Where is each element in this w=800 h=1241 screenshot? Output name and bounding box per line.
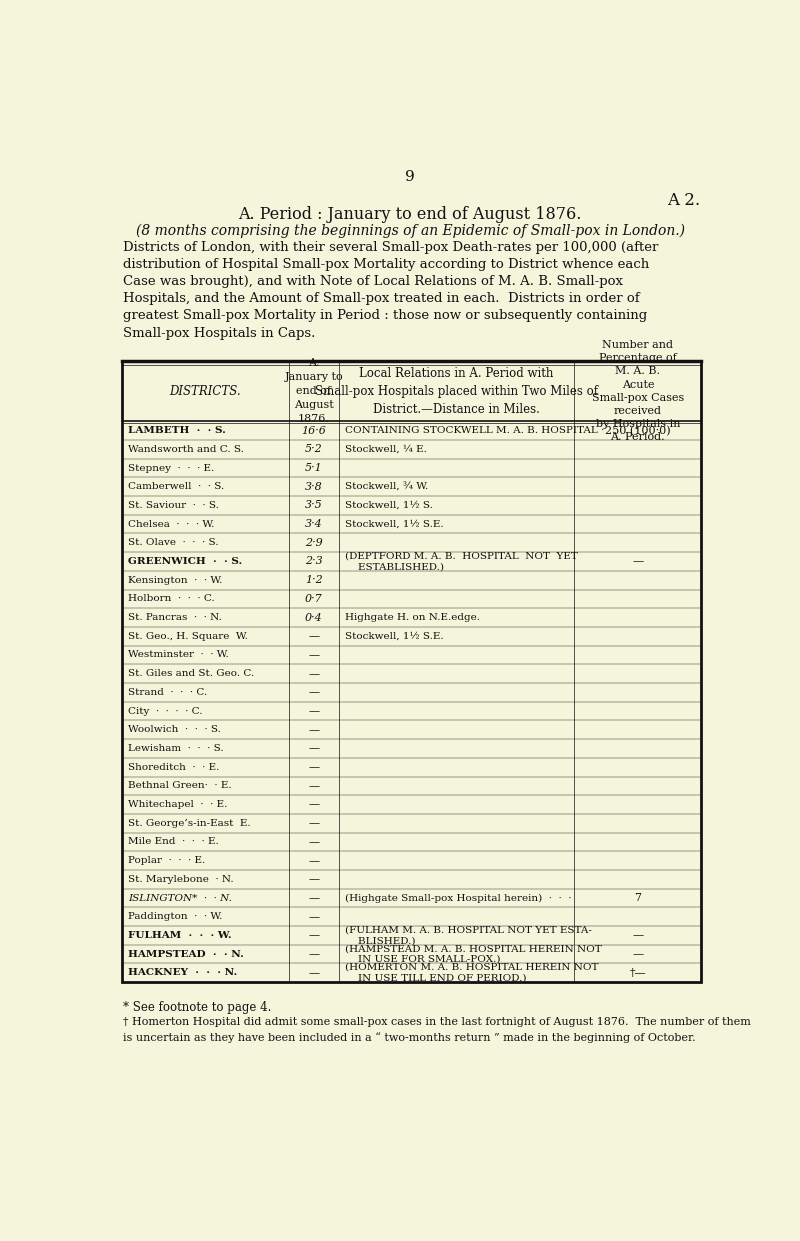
Text: Holborn  ·  ·  · C.: Holborn · · · C. [128, 594, 214, 603]
Text: Highgate H. on N.E.edge.: Highgate H. on N.E.edge. [345, 613, 480, 622]
Text: St. Geo., H. Square  W.: St. Geo., H. Square W. [128, 632, 248, 640]
Text: Case was brought), and with Note of Local Relations of M. A. B. Small-pox: Case was brought), and with Note of Loca… [123, 276, 623, 288]
Text: St. Saviour  ·  · S.: St. Saviour · · S. [128, 501, 218, 510]
Text: St. George’s-in-East  E.: St. George’s-in-East E. [128, 819, 250, 828]
Text: —: — [308, 706, 319, 716]
Text: —: — [308, 762, 319, 772]
Text: 3·5: 3·5 [305, 500, 322, 510]
Text: Small-pox Hospitals in Caps.: Small-pox Hospitals in Caps. [123, 326, 315, 340]
Text: Westminster  ·  · W.: Westminster · · W. [128, 650, 229, 659]
Text: Stockwell, 1½ S.E.: Stockwell, 1½ S.E. [345, 632, 443, 640]
Text: Woolwich  ·  ·  · S.: Woolwich · · · S. [128, 725, 221, 735]
Text: Stockwell, ¾ W.: Stockwell, ¾ W. [345, 483, 428, 491]
Text: HACKNEY  ·  ·  · N.: HACKNEY · · · N. [128, 968, 237, 978]
Text: Stockwell, 1½ S.: Stockwell, 1½ S. [345, 501, 433, 510]
Text: Whitechapel  ·  · E.: Whitechapel · · E. [128, 800, 227, 809]
Text: Paddington  ·  · W.: Paddington · · W. [128, 912, 222, 921]
Text: (FULHAM M. A. B. HOSPITAL NOT YET ESTA-
    BLISHED.): (FULHAM M. A. B. HOSPITAL NOT YET ESTA- … [345, 926, 592, 946]
Text: FULHAM  ·  ·  · W.: FULHAM · · · W. [128, 931, 231, 939]
Text: St. Olave  ·  ·  · S.: St. Olave · · · S. [128, 539, 218, 547]
Text: Shoreditch  ·  · E.: Shoreditch · · E. [128, 763, 219, 772]
Text: —: — [308, 781, 319, 791]
Text: Lewisham  ·  ·  · S.: Lewisham · · · S. [128, 743, 223, 753]
Text: —: — [308, 855, 319, 866]
Text: GREENWICH  ·  · S.: GREENWICH · · S. [128, 557, 242, 566]
Text: 5·1: 5·1 [305, 463, 322, 473]
Text: Kensington  ·  · W.: Kensington · · W. [128, 576, 222, 585]
Text: 3·4: 3·4 [305, 519, 322, 529]
Text: HAMPSTEAD  ·  · N.: HAMPSTEAD · · N. [128, 949, 244, 958]
Text: —: — [308, 968, 319, 978]
Text: Stockwell, ¼ E.: Stockwell, ¼ E. [345, 444, 426, 454]
Text: —: — [632, 556, 643, 566]
Text: (HOMERTON M. A. B. HOSPITAL HEREIN NOT
    IN USE TILL END OF PERIOD.): (HOMERTON M. A. B. HOSPITAL HEREIN NOT I… [345, 963, 598, 983]
Text: (8 months comprising the beginnings of an Epidemic of Small-pox in London.): (8 months comprising the beginnings of a… [135, 223, 685, 238]
Text: 250 (100·0): 250 (100·0) [605, 426, 670, 436]
Text: —: — [308, 799, 319, 809]
Text: * See footnote to page 4.: * See footnote to page 4. [123, 1001, 271, 1014]
Text: 9: 9 [405, 170, 415, 184]
Text: Stockwell, 1½ S.E.: Stockwell, 1½ S.E. [345, 520, 443, 529]
Text: 3·8: 3·8 [305, 482, 322, 491]
Text: —: — [308, 931, 319, 941]
Text: —: — [308, 875, 319, 885]
Text: Stepney  ·  ·  · E.: Stepney · · · E. [128, 463, 214, 473]
Text: A 2.: A 2. [667, 192, 700, 208]
Text: —: — [308, 688, 319, 697]
Text: †—: †— [630, 968, 646, 978]
Text: 2·9: 2·9 [305, 537, 322, 547]
Bar [122, 361, 702, 982]
Text: CONTAINING STOCKWELL M. A. B. HOSPITAL ·: CONTAINING STOCKWELL M. A. B. HOSPITAL · [345, 426, 604, 436]
Text: 0·7: 0·7 [305, 594, 322, 604]
Text: —: — [632, 949, 643, 959]
Text: distribution of Hospital Small-pox Mortality according to District whence each: distribution of Hospital Small-pox Morta… [123, 258, 649, 271]
Text: Wandsworth and C. S.: Wandsworth and C. S. [128, 444, 244, 454]
Text: Mile End  ·  ·  · E.: Mile End · · · E. [128, 838, 218, 846]
Text: A.
January to
end of
August
1876.: A. January to end of August 1876. [285, 359, 343, 424]
Text: St. Giles and St. Geo. C.: St. Giles and St. Geo. C. [128, 669, 254, 678]
Text: Districts of London, with their several Small-pox Death-rates per 100,000 (after: Districts of London, with their several … [123, 241, 658, 253]
Text: —: — [308, 949, 319, 959]
Text: —: — [308, 725, 319, 735]
Text: —: — [308, 894, 319, 903]
Text: Bethnal Green·  · E.: Bethnal Green· · E. [128, 782, 231, 791]
Text: —: — [308, 669, 319, 679]
Text: Number and
Percentage of
M. A. B.
Acute
Small-pox Cases
received
by Hospitals in: Number and Percentage of M. A. B. Acute … [592, 340, 684, 442]
Text: —: — [308, 912, 319, 922]
Text: Poplar  ·  ·  · E.: Poplar · · · E. [128, 856, 205, 865]
Text: A. Period : January to end of August 1876.: A. Period : January to end of August 187… [238, 206, 582, 223]
Text: LAMBETH  ·  · S.: LAMBETH · · S. [128, 426, 226, 436]
Text: City  ·  ·  ·  · C.: City · · · · C. [128, 706, 202, 716]
Text: —: — [308, 836, 319, 846]
Text: —: — [308, 650, 319, 660]
Text: 16·6: 16·6 [302, 426, 326, 436]
Text: Camberwell  ·  · S.: Camberwell · · S. [128, 483, 224, 491]
Text: Strand  ·  ·  · C.: Strand · · · C. [128, 688, 207, 697]
Text: ISLINGTON*  ·  · N.: ISLINGTON* · · N. [128, 894, 232, 902]
Text: Chelsea  ·  ·  · W.: Chelsea · · · W. [128, 520, 214, 529]
Text: —: — [308, 743, 319, 753]
Text: DISTRICTS.: DISTRICTS. [170, 385, 242, 397]
Text: 5·2: 5·2 [305, 444, 322, 454]
Text: (DEPTFORD M. A. B.  HOSPITAL  NOT  YET
    ESTABLISHED.): (DEPTFORD M. A. B. HOSPITAL NOT YET ESTA… [345, 551, 578, 571]
Text: is uncertain as they have been included in a “ two-months return ” made in the b: is uncertain as they have been included … [123, 1031, 695, 1042]
Text: —: — [308, 818, 319, 828]
Text: —: — [308, 632, 319, 642]
Text: 7: 7 [634, 894, 642, 903]
Text: 0·4: 0·4 [305, 613, 322, 623]
Text: St. Marylebone  · N.: St. Marylebone · N. [128, 875, 234, 884]
Text: Local Relations in A. Period with
Small-pox Hospitals placed within Two Miles of: Local Relations in A. Period with Small-… [315, 366, 598, 416]
Text: greatest Small-pox Mortality in Period : those now or subsequently containing: greatest Small-pox Mortality in Period :… [123, 309, 647, 323]
Text: —: — [632, 931, 643, 941]
Text: Hospitals, and the Amount of Small-pox treated in each.  Districts in order of: Hospitals, and the Amount of Small-pox t… [123, 293, 639, 305]
Text: 1·2: 1·2 [305, 575, 322, 586]
Text: (Highgate Small-pox Hospital herein)  ·  ·  ·: (Highgate Small-pox Hospital herein) · ·… [345, 894, 571, 902]
Text: † Homerton Hospital did admit some small-pox cases in the last fortnight of Augu: † Homerton Hospital did admit some small… [123, 1016, 751, 1026]
Text: 2·3: 2·3 [305, 556, 322, 566]
Text: (HAMPSTEAD M. A. B. HOSPITAL HEREIN NOT
    IN USE FOR SMALL-POX.): (HAMPSTEAD M. A. B. HOSPITAL HEREIN NOT … [345, 944, 602, 964]
Text: St. Pancras  ·  · N.: St. Pancras · · N. [128, 613, 222, 622]
